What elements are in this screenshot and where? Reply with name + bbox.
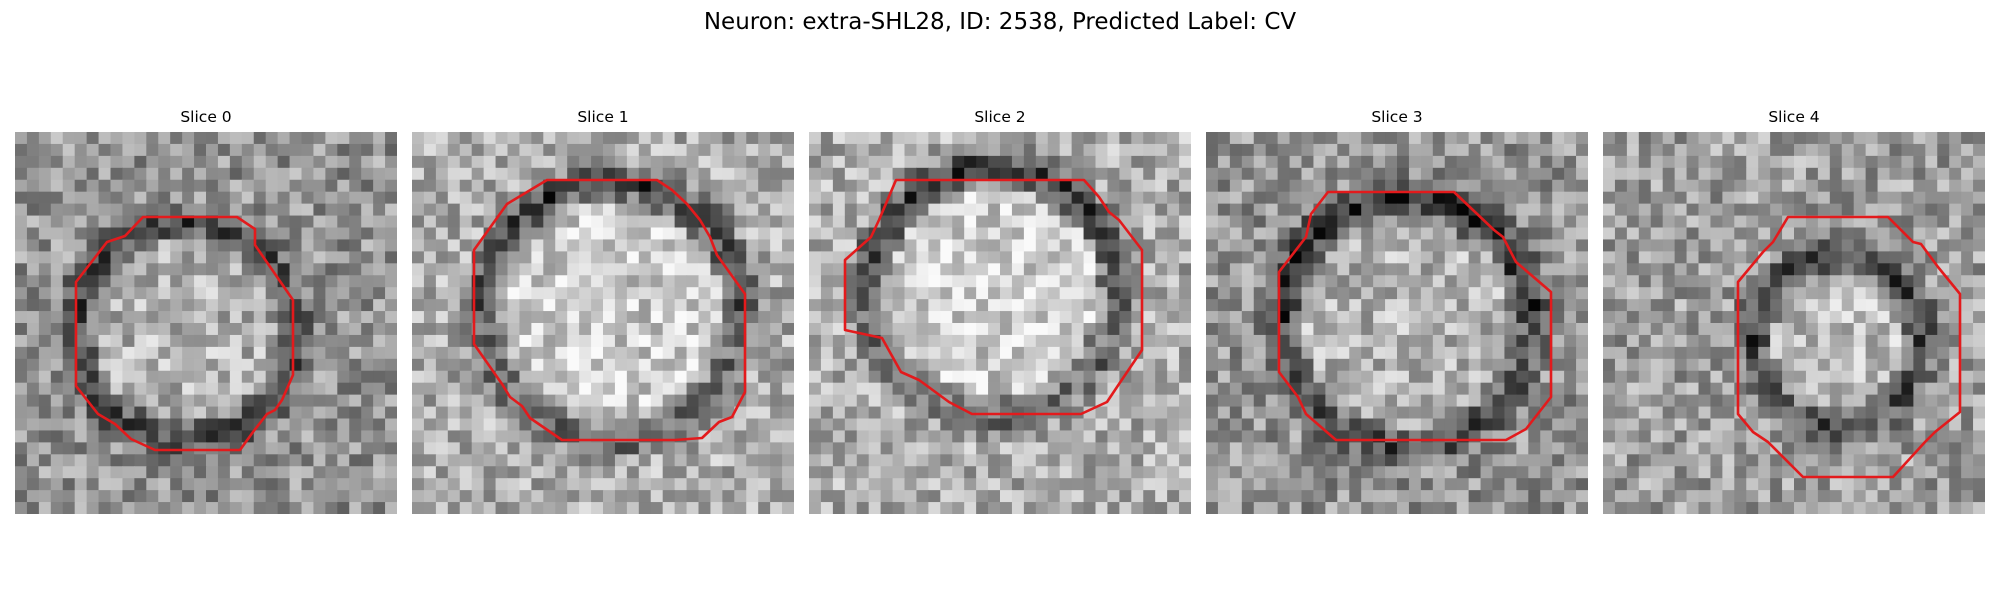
slice-title: Slice 0 xyxy=(15,108,397,126)
slice-image xyxy=(1603,132,1985,514)
figure-title: Neuron: extra-SHL28, ID: 2538, Predicted… xyxy=(0,8,2000,36)
slice-image xyxy=(1206,132,1588,514)
slice-panel-3: Slice 3 xyxy=(1206,108,1588,514)
slice-title: Slice 1 xyxy=(412,108,794,126)
slice-image xyxy=(412,132,794,514)
slice-panel-2: Slice 2 xyxy=(809,108,1191,514)
slice-title: Slice 4 xyxy=(1603,108,1985,126)
slice-panel-1: Slice 1 xyxy=(412,108,794,514)
slice-title: Slice 3 xyxy=(1206,108,1588,126)
slice-panel-4: Slice 4 xyxy=(1603,108,1985,514)
slice-image xyxy=(809,132,1191,514)
slice-panel-0: Slice 0 xyxy=(15,108,397,514)
slice-image xyxy=(15,132,397,514)
slice-title: Slice 2 xyxy=(809,108,1191,126)
